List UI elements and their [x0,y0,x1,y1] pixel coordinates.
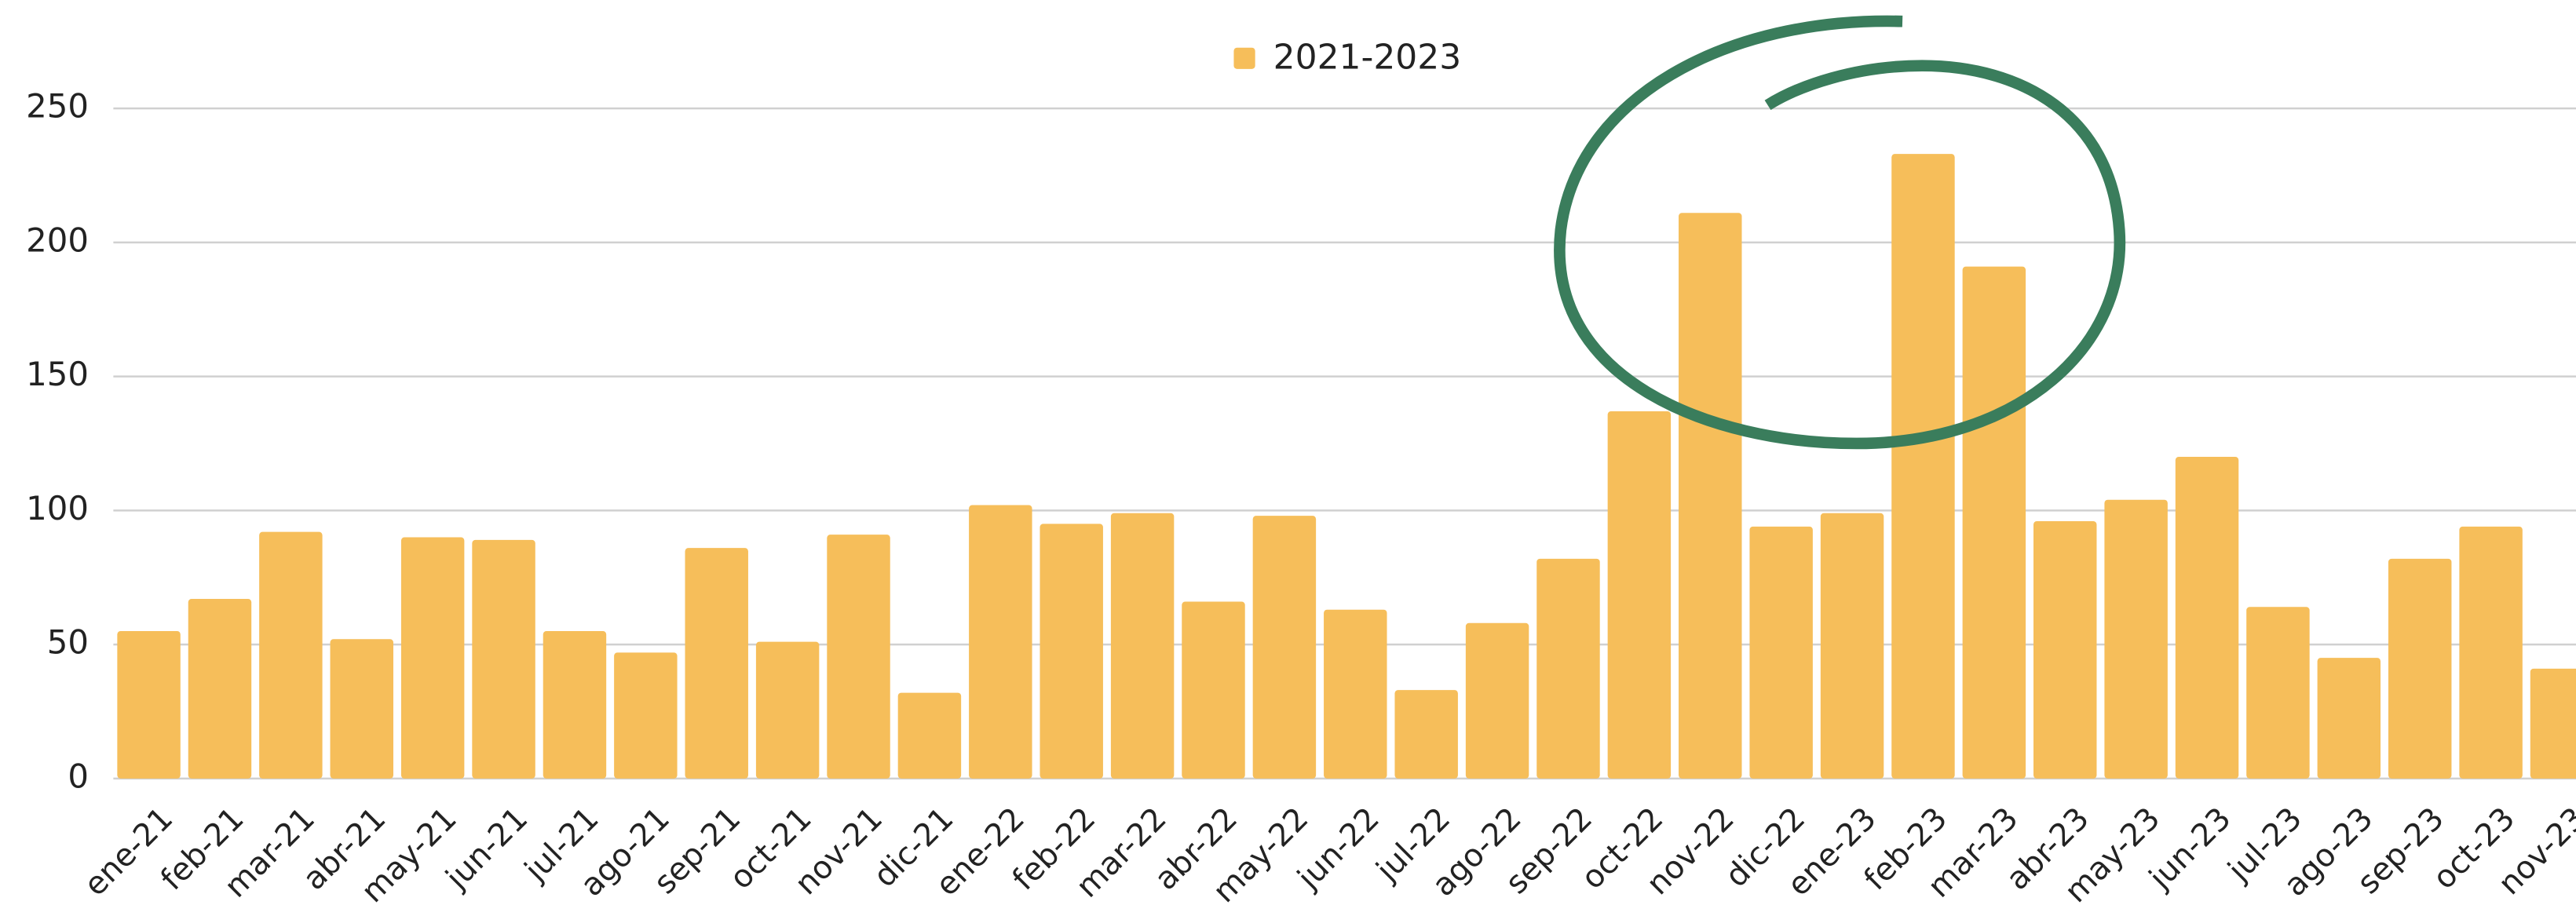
bar [1324,609,1387,779]
y-tick-label: 0 [68,757,89,795]
legend-marker [1233,47,1255,69]
bar [2388,558,2452,779]
bar [1679,213,1742,779]
y-tick-label: 150 [26,355,89,393]
bar [1820,513,1884,779]
bar [1394,690,1458,779]
bar [827,535,890,779]
y-tick-label: 50 [47,623,89,662]
bar [1749,526,1813,779]
bar [1891,154,1955,779]
legend-label: 2021-2023 [1273,37,1462,77]
bar [1607,411,1672,779]
bar [1465,622,1529,779]
bar [2317,658,2381,779]
bar [755,641,820,779]
bar [969,505,1032,779]
y-tick-label: 250 [26,87,89,126]
bars [117,154,2576,779]
bar [2033,521,2097,779]
bar [1182,601,1245,779]
bar [188,599,252,779]
bar [685,548,748,779]
highlight-circle [1554,15,2126,450]
bar [2459,526,2523,779]
bar [330,639,393,779]
bar [1040,524,1103,779]
bar [472,539,535,779]
bar [1110,513,1175,779]
bar [543,631,607,779]
y-tick-label: 200 [26,221,89,259]
bar [614,652,678,779]
bar [2246,607,2310,779]
bar [400,537,465,779]
bar [897,692,962,779]
bar [1252,516,1317,779]
bar [1536,558,1600,779]
bar [117,631,181,779]
bar [2530,668,2576,779]
x-tick-label: ene-21 [77,801,180,903]
bar [259,531,323,779]
bar [2175,457,2239,779]
bar [2104,499,2168,779]
y-tick-label: 100 [26,489,89,527]
bar [1962,266,2026,779]
